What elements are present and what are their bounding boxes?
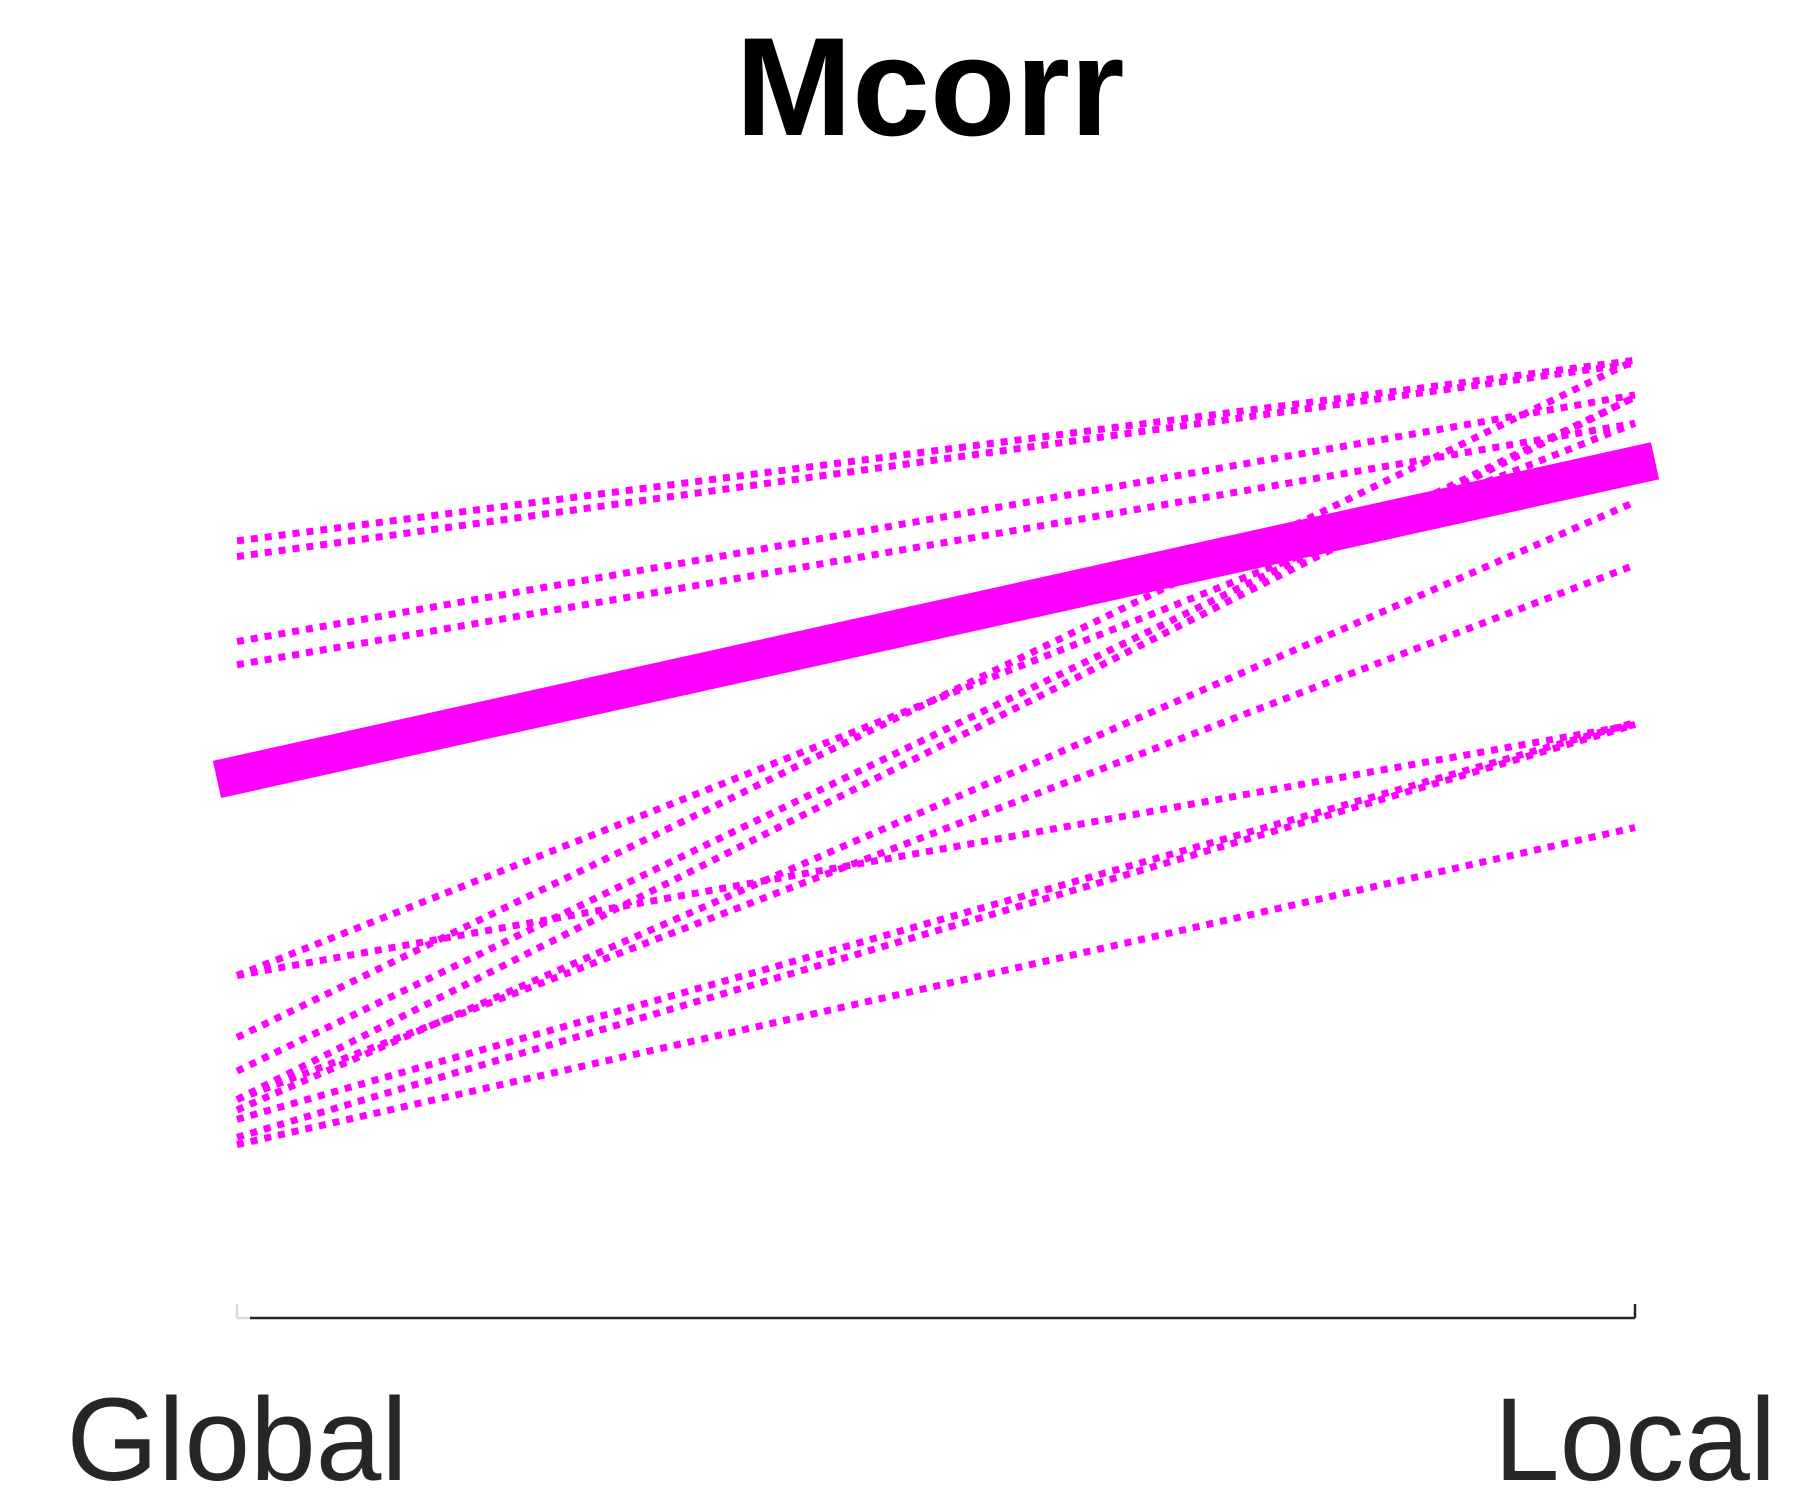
series-line-6 [235,357,1637,1041]
series-line-9 [235,498,1637,1114]
x-tick-label-global: Global [66,1374,407,1500]
series-layer [212,356,1660,1149]
series-line-1 [236,356,1636,545]
series-line-11 [236,719,1636,1123]
x-axis [235,1304,1637,1320]
x-tick-label-local: Local [1494,1374,1776,1500]
series-line-12 [236,721,1636,1141]
series-line-13 [236,824,1636,1149]
chart-title: Mcorr [736,8,1125,165]
series-line-4 [236,419,1636,669]
series-mean-line [212,442,1660,798]
series-line-14 [236,721,1636,979]
series-line-10 [235,561,1637,1103]
series-line-2 [236,359,1636,561]
